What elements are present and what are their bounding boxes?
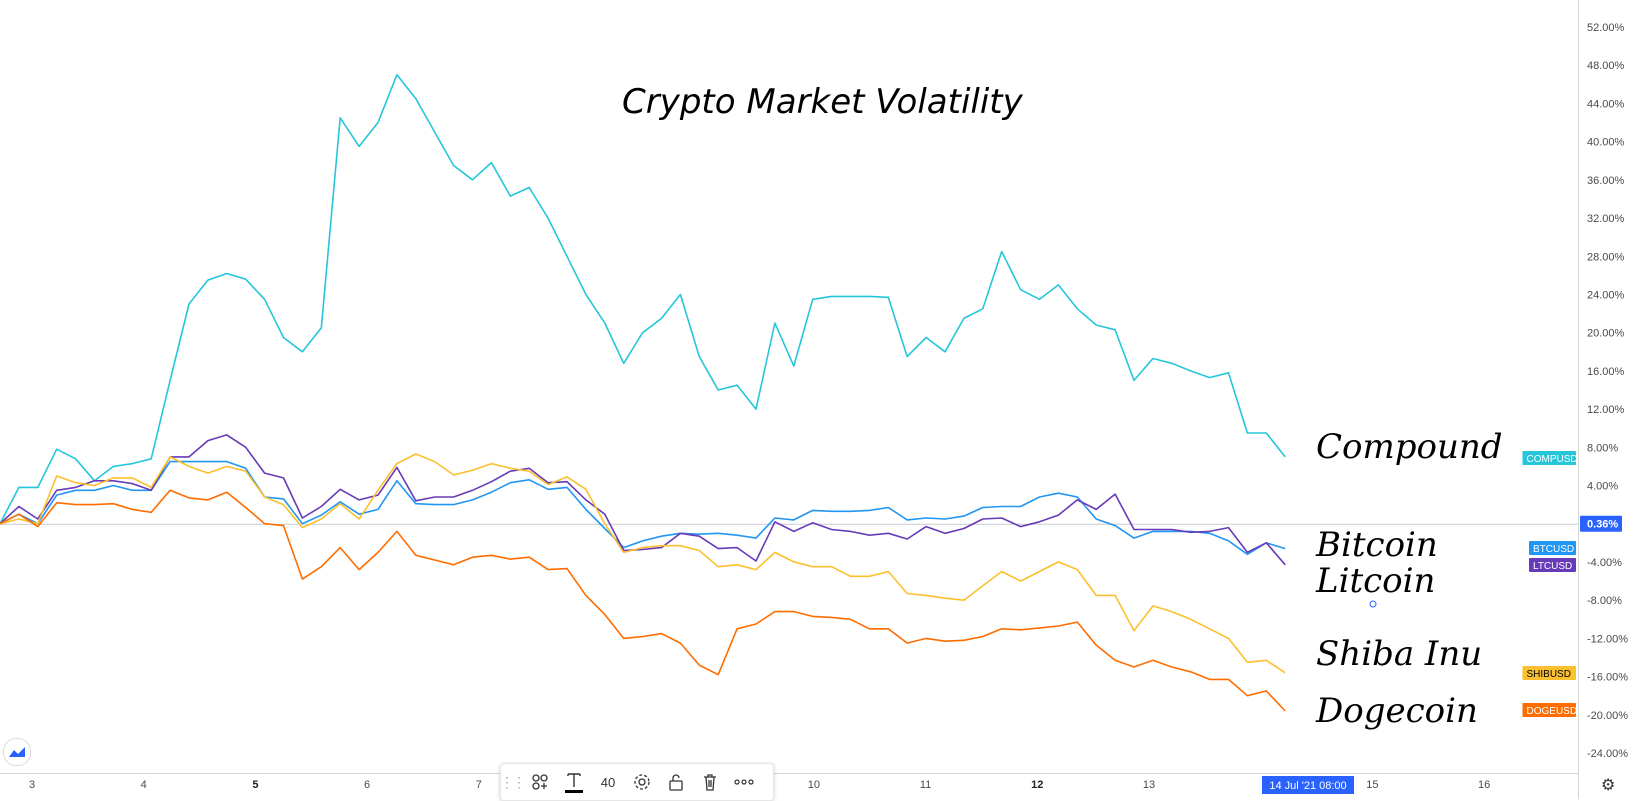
y-tick-label: 40.00%	[1587, 137, 1625, 149]
trash-icon[interactable]	[693, 764, 727, 800]
x-tick-label: 12	[1031, 779, 1043, 791]
series-line-shibusd[interactable]	[0, 453, 1286, 674]
y-tick-label: -12.00%	[1587, 633, 1628, 645]
series-badge-btcusd	[1529, 541, 1576, 555]
y-tick-label: 4.00%	[1587, 481, 1618, 493]
annotation-btcusd[interactable]: Bitcoin	[1315, 525, 1438, 565]
text-tool-icon[interactable]	[557, 764, 591, 800]
x-tick-label: 7	[476, 779, 482, 791]
series-badge-label: BTCUSD	[1533, 544, 1574, 555]
annotation-compusd[interactable]: Compound	[1316, 427, 1503, 467]
y-tick-label: 12.00%	[1587, 404, 1625, 416]
y-tick-label: -16.00%	[1587, 672, 1628, 684]
x-tick-label: 3	[29, 779, 35, 791]
y-tick-label: 16.00%	[1587, 366, 1625, 378]
x-tick-label: 6	[364, 779, 370, 791]
cursor-time-label: 14 Jul '21 08:00	[1269, 780, 1346, 792]
annotation-ltcusd[interactable]: Litcoin	[1315, 561, 1435, 601]
y-tick-label: 52.00%	[1587, 22, 1625, 34]
font-size-value[interactable]: 40	[600, 774, 616, 790]
x-tick-label: 11	[920, 779, 931, 791]
more-icon[interactable]	[727, 764, 761, 800]
add-alert-icon[interactable]	[523, 764, 557, 800]
series-badge-compusd	[1522, 451, 1576, 465]
series-badge-label: LTCUSD	[1533, 561, 1572, 572]
series-badge-ltcusd	[1529, 558, 1576, 572]
cursor-time-badge	[1262, 776, 1354, 794]
x-tick-label: 10	[808, 779, 820, 791]
y-tick-label: 8.00%	[1587, 442, 1618, 454]
series-badge-dogeusd	[1522, 703, 1576, 717]
x-tick-label: 16	[1478, 779, 1490, 791]
annotation-shibusd[interactable]: Shiba Inu	[1316, 634, 1482, 674]
x-tick-label: 5	[252, 779, 258, 791]
y-tick-label: 48.00%	[1587, 60, 1625, 72]
series-badge-shibusd	[1522, 666, 1576, 680]
series-line-ltcusd[interactable]	[0, 434, 1286, 566]
anchor-handle[interactable]	[1369, 600, 1377, 608]
drag-handle-icon[interactable]: ⋮⋮	[500, 773, 526, 790]
series-badge-label: DOGEUSD	[1527, 706, 1578, 717]
series-line-btcusd[interactable]	[0, 460, 1286, 556]
unlock-icon[interactable]	[659, 764, 693, 800]
y-tick-label: 20.00%	[1587, 328, 1625, 340]
annotation-dogeusd[interactable]: Dogecoin	[1315, 691, 1478, 731]
y-tick-label: 36.00%	[1587, 175, 1625, 187]
y-tick-label: -24.00%	[1587, 748, 1628, 760]
price-axis[interactable]	[1578, 0, 1641, 799]
zero-badge-label: 0.36%	[1587, 519, 1618, 531]
zero-badge	[1580, 515, 1622, 532]
series-line-dogeusd[interactable]	[0, 489, 1286, 712]
chart-settings-icon[interactable]: ⚙	[1601, 775, 1616, 794]
x-tick-label: 13	[1143, 779, 1155, 791]
series-line-compusd[interactable]	[0, 74, 1286, 525]
series-badge-label: COMPUSD	[1527, 454, 1578, 465]
y-tick-label: 44.00%	[1587, 98, 1625, 110]
y-tick-label: 32.00%	[1587, 213, 1625, 225]
y-tick-label: 24.00%	[1587, 289, 1625, 301]
x-tick-label: 15	[1366, 779, 1378, 791]
y-tick-label: 28.00%	[1587, 251, 1625, 263]
y-tick-label: -20.00%	[1587, 710, 1628, 722]
x-tick-label: 4	[141, 779, 147, 791]
drawing-toolbar: ⋮⋮ 40	[500, 763, 774, 801]
y-tick-label: -4.00%	[1587, 557, 1622, 569]
chart-title: Crypto Market Volatility	[622, 82, 1024, 122]
settings-icon[interactable]	[625, 764, 659, 800]
y-tick-label: -8.00%	[1587, 595, 1622, 607]
tradingview-logo-icon[interactable]	[3, 738, 31, 766]
series-badge-label: SHIBUSD	[1527, 669, 1571, 680]
